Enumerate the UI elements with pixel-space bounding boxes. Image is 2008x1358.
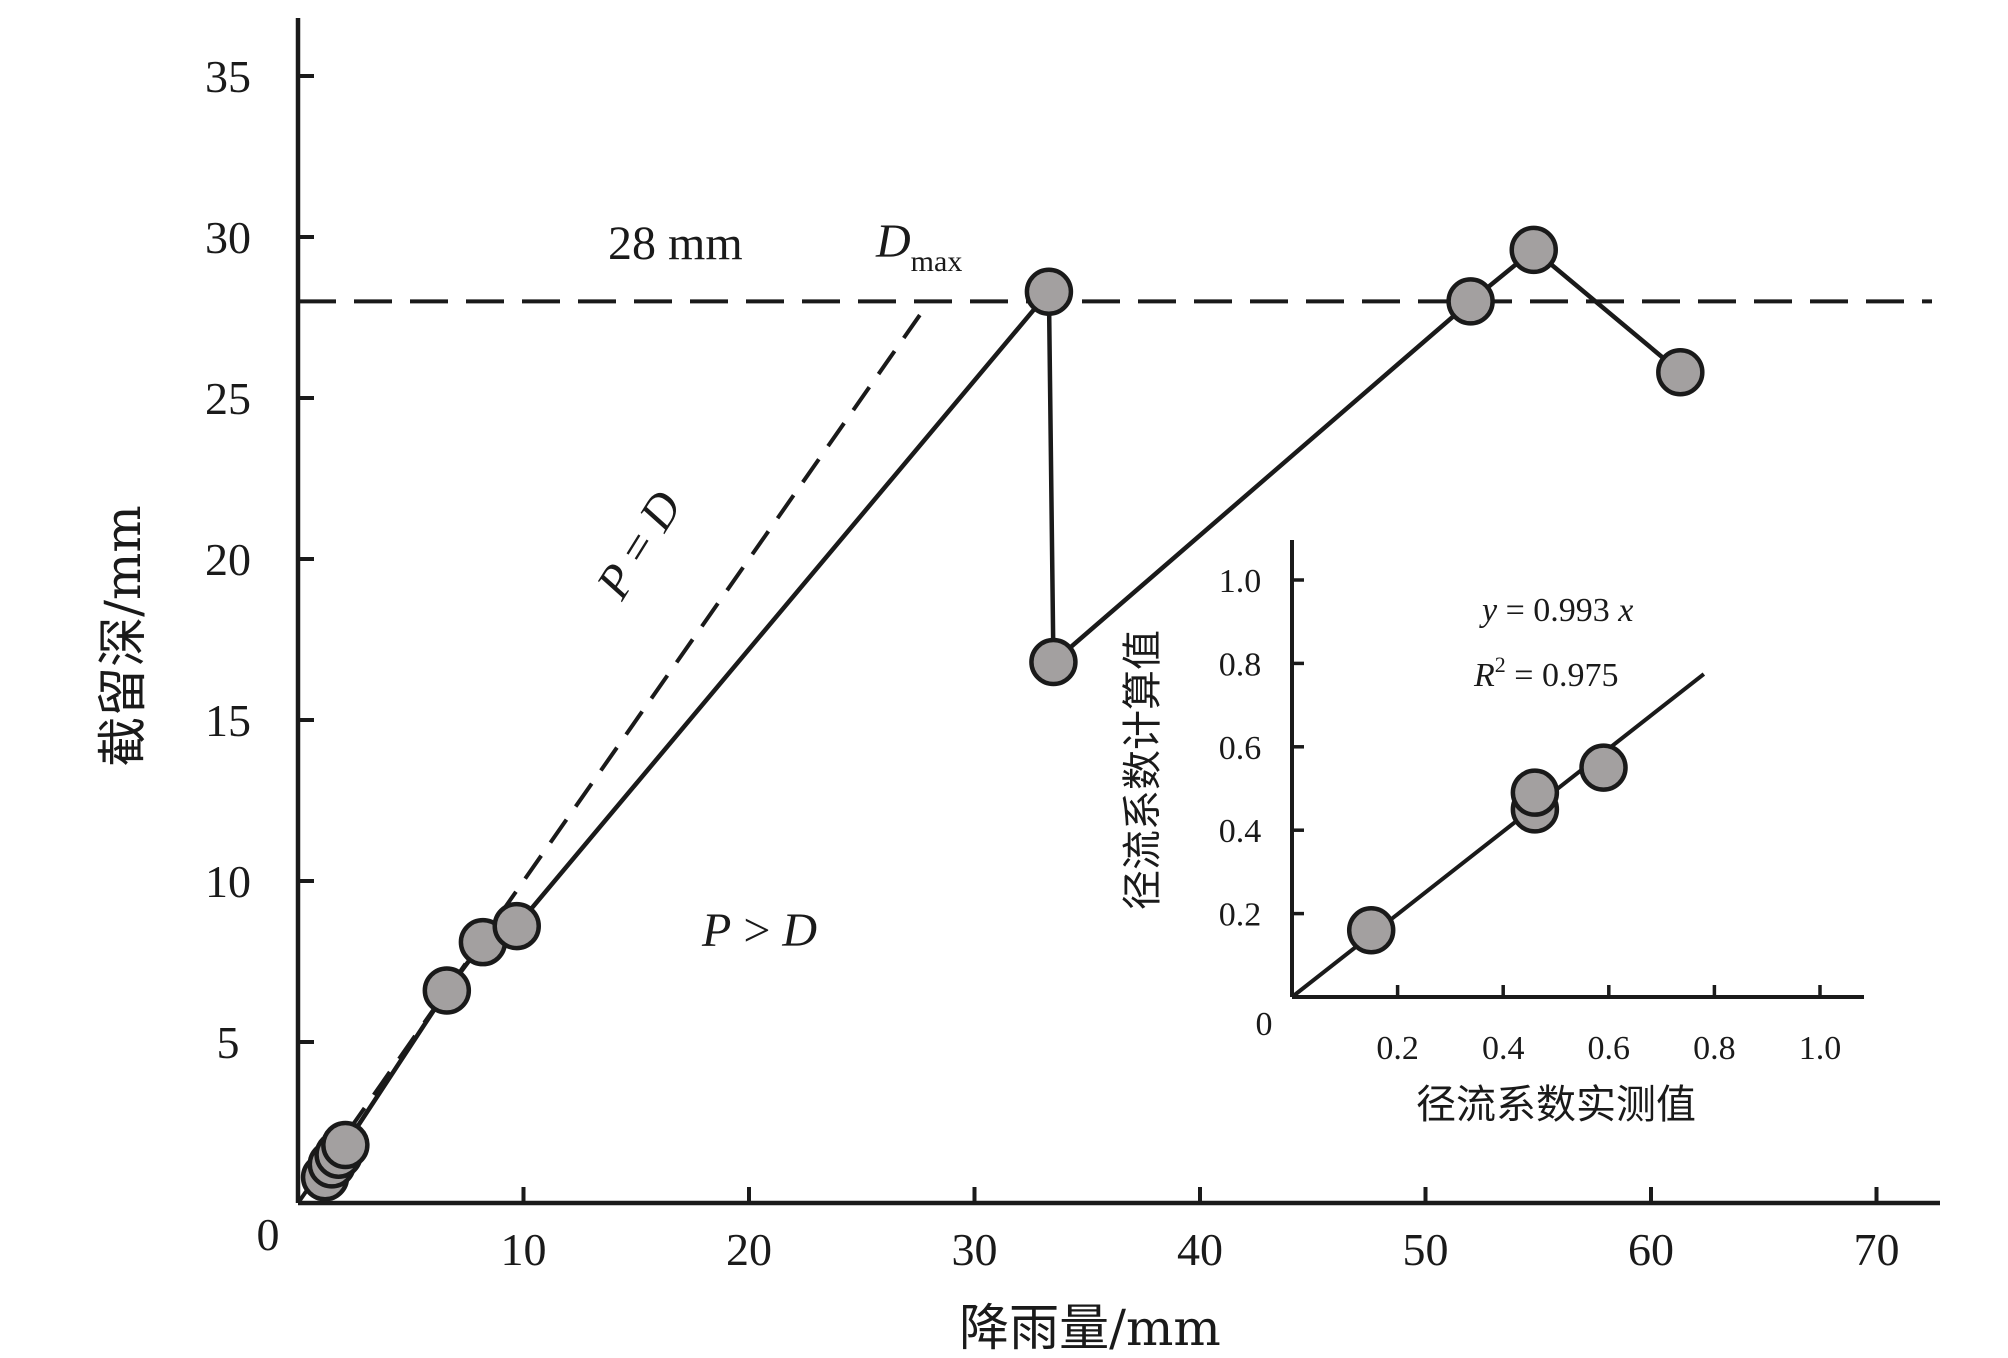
- inset-y-tick-label: 0.4: [1219, 813, 1262, 850]
- inset-data-point: [1346, 906, 1396, 955]
- equality-reference-line: [296, 300, 932, 1205]
- inset-x-tick-label: 0.8: [1693, 1030, 1736, 1067]
- data-point: [1656, 347, 1705, 397]
- y-axis-title: 截留深/mm: [94, 505, 152, 767]
- r-squared-label: R2 = 0.975: [1473, 652, 1618, 694]
- data-point: [1446, 277, 1495, 326]
- data-point: [1509, 225, 1558, 275]
- inset-data-point: [1579, 743, 1628, 792]
- inset-y-tick-label: 1.0: [1219, 563, 1262, 600]
- x-tick-label: 60: [1628, 1224, 1674, 1275]
- inset-x-tick-label: 0.4: [1482, 1030, 1525, 1067]
- data-point: [1024, 267, 1074, 316]
- region-label: P > D: [701, 904, 817, 957]
- dmax-label: Dmax: [875, 215, 962, 278]
- data-point: [321, 1120, 370, 1170]
- y-tick-label: 5: [217, 1017, 240, 1068]
- data-points: [300, 225, 1705, 1202]
- equation-rhs: = 0.993: [1497, 592, 1618, 629]
- y-tick-label: 20: [205, 534, 251, 585]
- x-tick-label: 20: [726, 1224, 772, 1275]
- x-axis-title: 降雨量/mm: [959, 1299, 1221, 1357]
- inset-x-axis-ticks: 0.2 0.4 0.6 0.8 1.0: [1376, 985, 1841, 1067]
- y-tick-label: 35: [205, 51, 251, 102]
- x-tick-label: 70: [1854, 1224, 1900, 1275]
- x-axis-ticks: 10 20 30 40 50 60 70: [501, 1187, 1900, 1275]
- inset-y-axis-title: 径流系数计算值: [1120, 630, 1166, 910]
- y-tick-label: 30: [205, 212, 251, 263]
- inset-x-tick-label: 1.0: [1799, 1030, 1842, 1067]
- dmax-main: D: [875, 215, 911, 268]
- r-squared-sup: 2: [1495, 652, 1506, 677]
- equality-line-label: P = D: [586, 482, 692, 609]
- equation-y-var: y: [1479, 592, 1498, 629]
- inset-data-point: [1510, 768, 1560, 817]
- dmax-subscript: max: [911, 245, 963, 278]
- x-tick-label: 40: [1177, 1224, 1223, 1275]
- x-tick-label: 30: [952, 1224, 998, 1275]
- inset-data-points: [1346, 743, 1628, 955]
- y-tick-label: 10: [205, 856, 251, 907]
- r-squared-rhs: = 0.975: [1506, 657, 1619, 694]
- fit-equation: y = 0.993 x: [1479, 592, 1633, 629]
- region-p: P: [701, 904, 731, 957]
- region-d: D: [781, 904, 817, 957]
- y-axis-ticks: 5 10 15 20 25 30 35: [205, 51, 314, 1068]
- equation-x-var: x: [1617, 592, 1633, 629]
- series-line: [323, 247, 1682, 1179]
- inset-y-tick-label: 0.8: [1219, 646, 1262, 683]
- inset-x-axis-title: 径流系数实测值: [1416, 1082, 1696, 1128]
- x-tick-label: 10: [501, 1224, 547, 1275]
- x-tick-label: 50: [1403, 1224, 1449, 1275]
- data-point: [492, 901, 541, 951]
- inset-y-tick-label: 0.2: [1219, 897, 1262, 934]
- inset-y-tick-label: 0.6: [1219, 730, 1262, 767]
- inset-x-tick-label: 0.2: [1376, 1030, 1419, 1067]
- inset-origin-label: 0: [1256, 1006, 1273, 1043]
- inset-y-axis-ticks: 0.2 0.4 0.6 0.8 1.0: [1219, 563, 1304, 934]
- y-tick-label: 15: [205, 695, 251, 746]
- region-op: >: [731, 904, 782, 957]
- data-point: [422, 966, 472, 1015]
- r-squared-var: R: [1473, 657, 1495, 694]
- origin-label: 0: [257, 1209, 280, 1260]
- y-tick-label: 25: [205, 373, 251, 424]
- data-point: [1029, 637, 1078, 687]
- fit-line: [1290, 672, 1706, 999]
- inset-x-tick-label: 0.6: [1588, 1030, 1631, 1067]
- threshold-label: 28 mm: [608, 217, 743, 270]
- inset-chart: 0.2 0.4 0.6 0.8 1.0 0.2 0.4 0.6 0.8 1.0 0 径流系数实测…: [1120, 540, 1864, 1128]
